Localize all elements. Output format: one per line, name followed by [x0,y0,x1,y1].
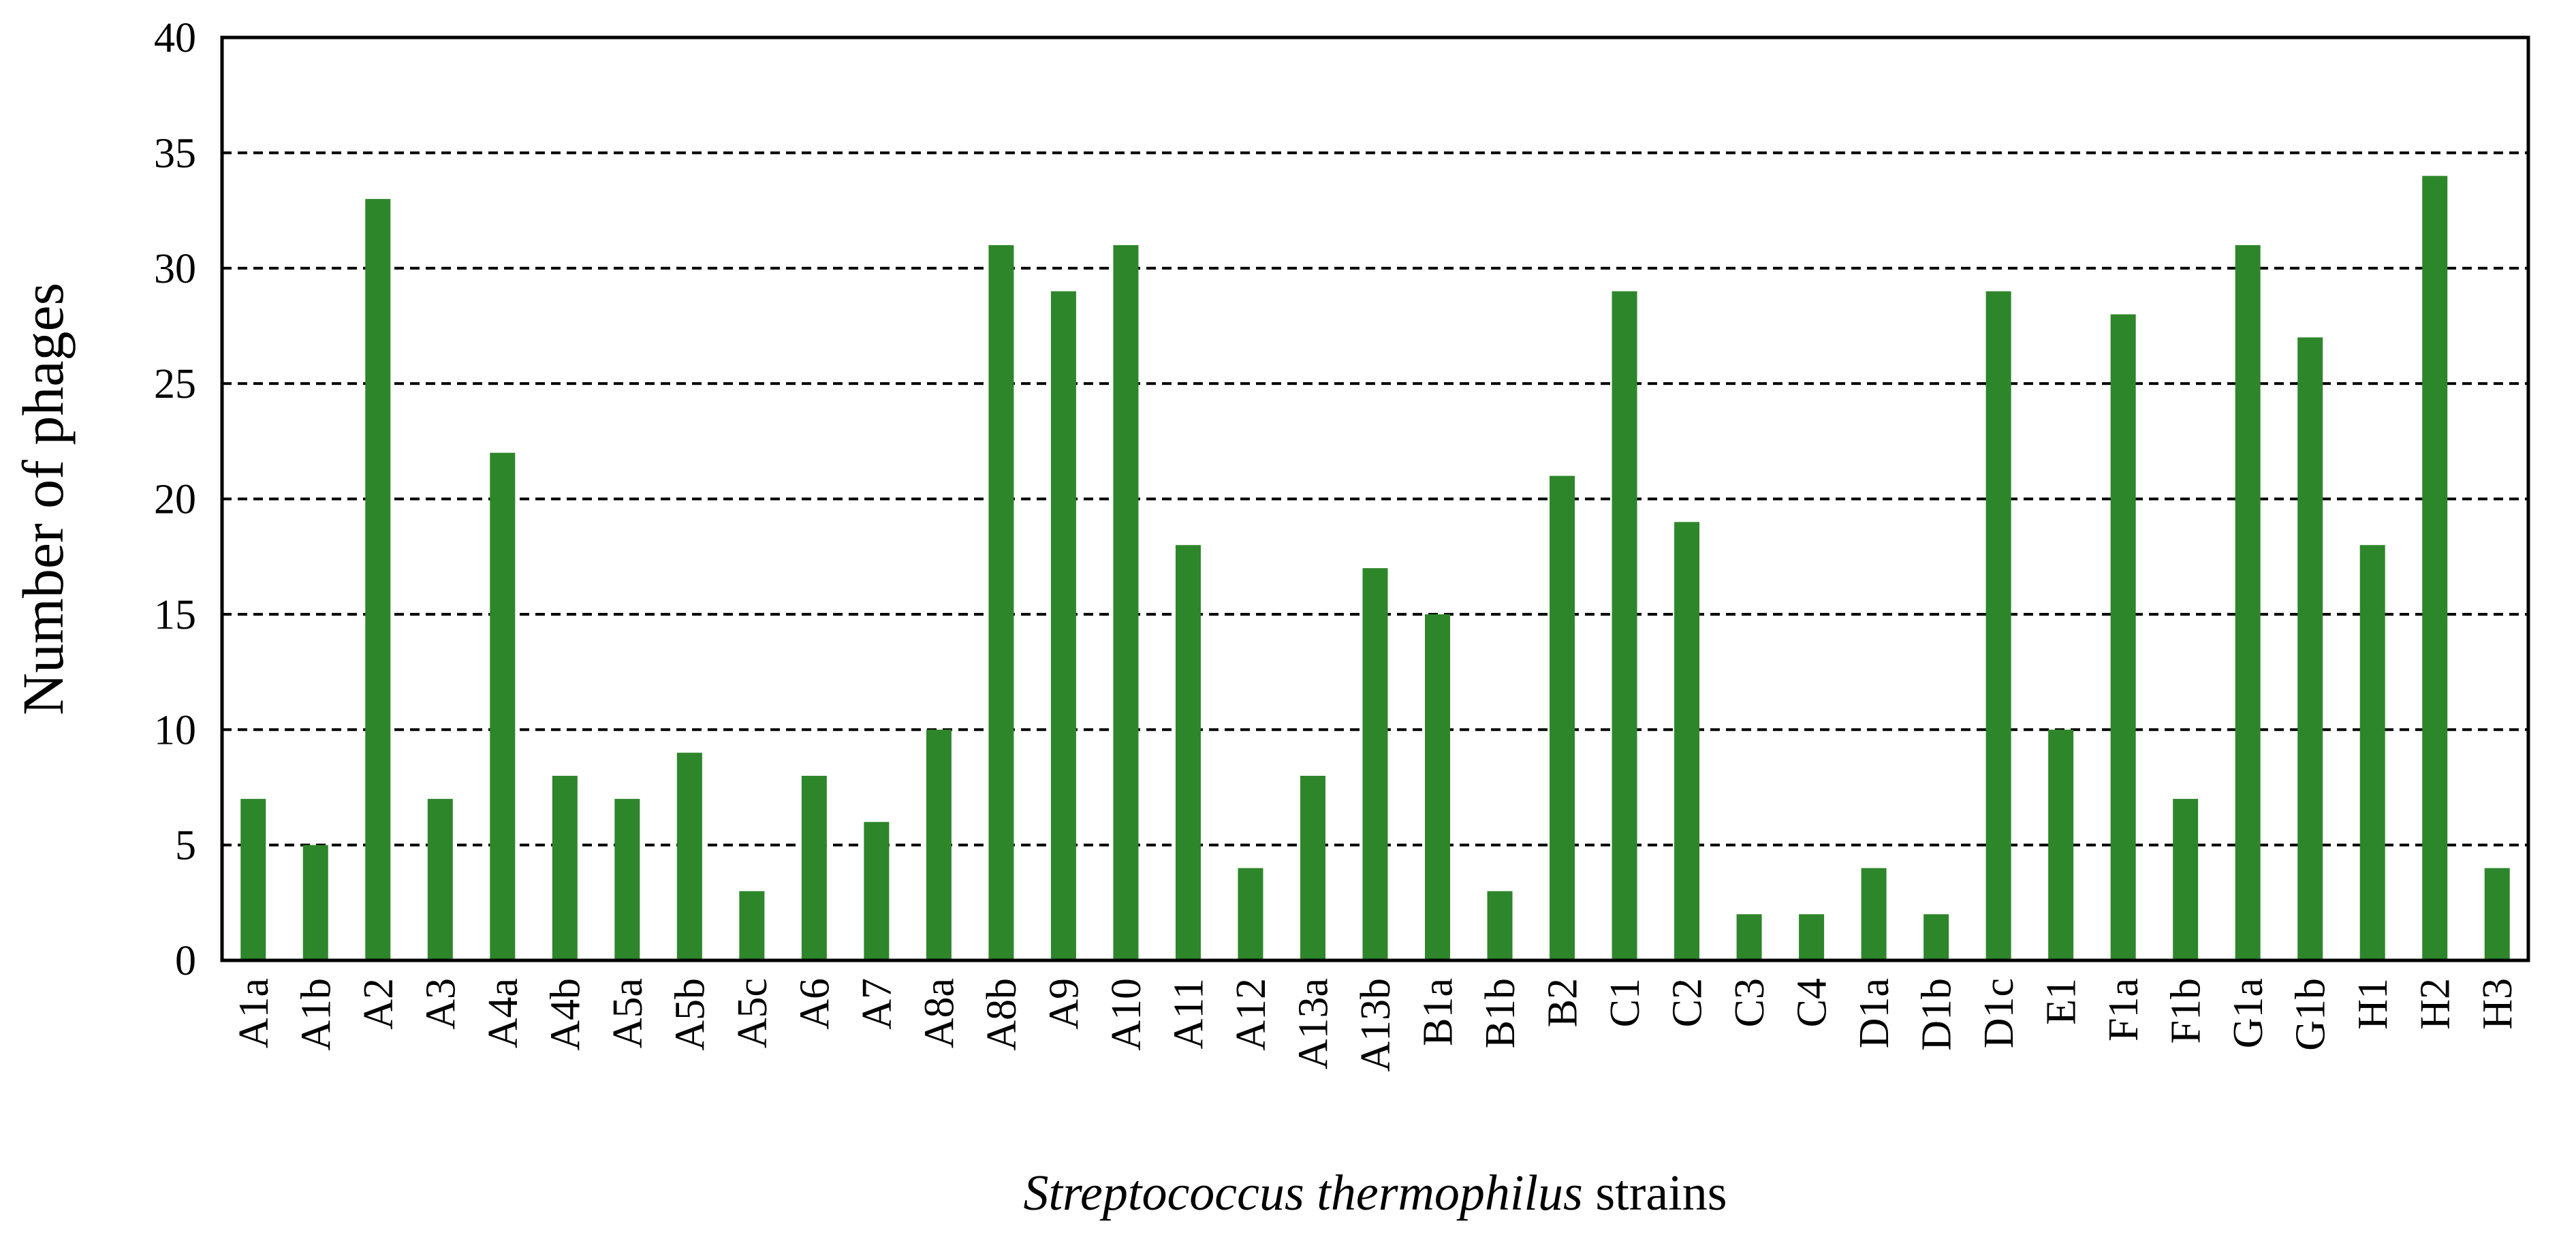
bar-A8a [926,729,952,960]
bar-A3 [427,798,453,960]
x-tick-label: A5a [605,978,651,1048]
bar-C3 [1736,914,1762,960]
bar-F1b [2173,798,2199,960]
x-tick-labels: A1a A1b A2 A3 A4a A4b A5a A5b A5c A6 A7 A8a A8b A9 A10… [231,978,2521,1072]
bar-D1a [1861,868,1887,960]
x-tick-label: D1a [1851,978,1898,1048]
x-tick-label: C3 [1727,978,1773,1027]
bar-A12 [1238,868,1263,960]
x-tick-label: F1a [2101,978,2147,1041]
x-tick-label: A6 [791,978,838,1030]
x-tick-label: C1 [1602,978,1648,1027]
bar-A7 [864,821,890,960]
bar-A8b [988,245,1014,960]
bar-H1 [2359,545,2385,960]
x-tick-label: A4a [480,978,527,1048]
bar-A1b [302,845,328,960]
y-tick-label: 30 [154,246,196,292]
x-tick-label: A9 [1041,978,1087,1030]
y-tick-label: 40 [154,15,196,61]
bar-C4 [1799,914,1825,960]
x-tick-label: D1b [1914,978,1960,1051]
bar-F1a [2110,314,2136,960]
y-tick-label: 25 [154,361,196,407]
x-tick-label: C4 [1789,978,1836,1027]
y-tick-labels: 0 5 10 15 20 25 30 35 40 [154,15,196,984]
x-tick-label: A1a [231,978,277,1048]
x-tick-label: G1a [2225,978,2272,1048]
x-tick-label: H1 [2350,978,2396,1030]
x-tick-label: H2 [2413,978,2459,1030]
bar-B2 [1550,475,1575,960]
x-tick-label: A2 [356,978,402,1030]
bar-C2 [1674,522,1700,960]
y-tick-label: 10 [154,707,196,753]
x-tick-label: B1b [1477,978,1524,1048]
y-tick-label: 15 [154,592,196,638]
bar-H2 [2422,176,2448,960]
bar-G1b [2297,337,2323,960]
x-tick-label: A7 [854,978,900,1030]
x-tick-label: F1b [2163,978,2210,1043]
bar-B1a [1425,614,1451,960]
bar-E1 [2048,729,2074,960]
x-tick-label: A13a [1290,978,1336,1069]
x-tick-label: A12 [1228,978,1274,1051]
x-tick-label: A5b [667,978,713,1051]
y-axis-label: Number of phages [10,283,76,715]
bar-A5b [676,753,702,960]
x-tick-label: H3 [2475,978,2521,1030]
x-tick-label: A13b [1353,978,1399,1072]
bar-D1b [1923,914,1949,960]
bar-A9 [1050,291,1076,960]
bar-B1b [1487,891,1513,960]
x-tick-label: A8a [916,978,962,1048]
x-tick-label: G1b [2288,978,2334,1051]
bar-A4b [552,776,578,960]
bar-C1 [1612,291,1637,960]
y-tick-label: 0 [175,938,196,984]
x-tick-label: C2 [1665,978,1711,1027]
bar-H3 [2484,868,2510,960]
bar-D1c [1985,291,2011,960]
x-tick-label: E1 [2039,978,2085,1025]
x-tick-label: A10 [1103,978,1150,1051]
bar-A13b [1362,568,1388,960]
x-axis-label: Streptococcus thermophilus strains [1023,1165,1727,1221]
x-tick-label: B1a [1415,978,1462,1046]
y-tick-label: 35 [154,130,196,176]
bar-A2 [365,199,391,960]
bar-A1a [240,798,266,960]
bar-A4a [490,452,516,960]
bar-A5a [614,798,640,960]
plot-frame [220,35,2530,962]
y-tick-label: 20 [154,477,196,523]
x-tick-label: A3 [418,978,464,1030]
bar-A10 [1113,245,1139,960]
y-tick-label: 5 [175,823,196,869]
bar-A13a [1300,776,1325,960]
bars [240,176,2510,960]
bar-A11 [1175,545,1201,960]
x-tick-label: D1c [1976,978,2022,1048]
x-tick-label: A1b [293,978,339,1051]
bar-A5c [739,891,765,960]
bar-A6 [801,776,827,960]
x-tick-label: A11 [1165,978,1212,1049]
bar-G1a [2235,245,2261,960]
x-axis-label-rest: strains [1583,1165,1727,1221]
x-tick-label: B2 [1540,978,1586,1027]
x-tick-label: A5c [729,978,776,1048]
x-axis-label-italic: Streptococcus thermophilus [1023,1165,1582,1221]
x-tick-label: A8b [979,978,1025,1051]
x-tick-label: A4b [542,978,588,1051]
